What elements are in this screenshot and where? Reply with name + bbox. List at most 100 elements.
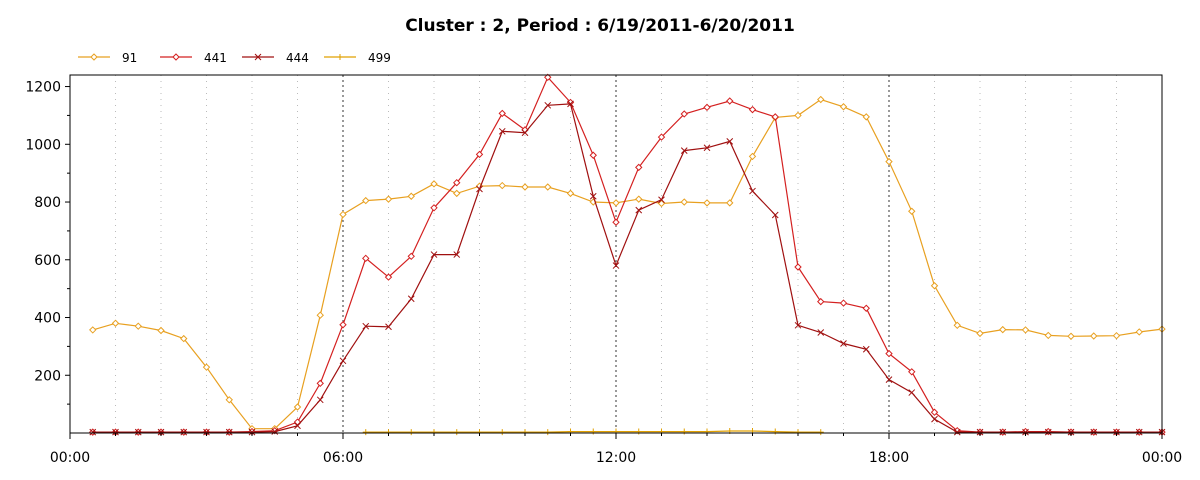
data-point <box>1067 332 1075 340</box>
data-point <box>498 127 506 135</box>
legend-label: 444 <box>286 51 309 65</box>
data-point <box>680 147 688 154</box>
data-point <box>930 408 939 416</box>
data-point <box>499 429 506 436</box>
data-point <box>453 189 461 198</box>
y-tick-label: 400 <box>34 311 61 327</box>
series-line <box>92 76 1162 433</box>
data-point <box>635 206 643 214</box>
data-point <box>362 196 370 205</box>
series-layer <box>89 73 1166 436</box>
data-point <box>839 103 848 111</box>
legend: 91 441 444 499 <box>78 51 391 65</box>
data-point <box>407 252 415 261</box>
data-point <box>703 103 711 112</box>
data-point <box>703 144 711 152</box>
series-444 <box>89 100 1166 436</box>
data-point <box>254 53 262 61</box>
data-point <box>225 396 233 404</box>
data-point <box>430 204 438 212</box>
data-point <box>453 251 461 258</box>
y-tick-label: 800 <box>34 195 61 211</box>
data-point <box>248 428 256 436</box>
data-point <box>89 428 97 436</box>
legend-item: 499 <box>324 51 391 65</box>
data-point <box>840 340 847 347</box>
data-point <box>544 429 551 436</box>
data-point <box>430 251 438 258</box>
data-point <box>180 428 188 436</box>
data-point <box>771 211 779 219</box>
data-point <box>337 54 343 60</box>
data-point <box>612 218 620 226</box>
data-point <box>544 183 552 191</box>
plot-area-frame <box>69 74 1163 434</box>
data-point <box>635 163 643 172</box>
data-point <box>294 422 301 430</box>
data-point <box>203 428 210 436</box>
data-point <box>908 368 916 376</box>
data-point <box>749 187 756 195</box>
legend-label: 499 <box>368 51 391 65</box>
data-point <box>362 254 370 263</box>
data-point <box>817 297 825 306</box>
data-point <box>885 157 893 166</box>
data-point <box>748 105 757 114</box>
data-point <box>590 428 597 435</box>
legend-item: 444 <box>242 51 309 65</box>
legend-item: 91 <box>78 51 137 65</box>
legend-label: 441 <box>204 51 227 65</box>
data-point <box>339 357 347 365</box>
data-point <box>930 282 939 290</box>
data-point <box>999 428 1007 436</box>
series-91 <box>89 95 1166 433</box>
data-point <box>771 113 779 121</box>
data-point <box>1135 328 1143 336</box>
data-point <box>180 334 188 343</box>
data-point <box>521 183 529 191</box>
data-point <box>408 429 415 436</box>
data-point <box>1112 331 1121 340</box>
series-441 <box>89 73 1166 436</box>
y-tick-label: 1200 <box>25 80 61 96</box>
data-point <box>362 322 370 330</box>
x-tick-label: 00:00 <box>1142 450 1182 466</box>
data-point <box>885 376 893 383</box>
data-point <box>885 349 893 358</box>
data-point <box>1135 428 1143 436</box>
data-point <box>271 428 279 435</box>
legend-label: 91 <box>122 51 137 65</box>
data-point <box>817 95 825 104</box>
legend-item: 441 <box>160 51 227 65</box>
data-point <box>1021 326 1030 334</box>
x-tick-label: 06:00 <box>323 450 363 466</box>
data-point <box>635 195 643 203</box>
data-point <box>681 428 688 435</box>
data-point <box>817 429 824 436</box>
data-point <box>339 210 347 219</box>
data-point <box>657 133 666 141</box>
data-point <box>407 295 415 303</box>
data-point <box>453 178 461 187</box>
data-point <box>657 199 666 208</box>
data-point <box>293 403 302 411</box>
data-point <box>794 321 802 329</box>
data-point <box>976 329 984 338</box>
data-point <box>134 428 142 436</box>
data-point <box>89 326 97 334</box>
x-tick-label: 12:00 <box>596 450 636 466</box>
data-point <box>953 428 961 436</box>
data-point <box>202 363 211 371</box>
x-tick-label: 00:00 <box>50 450 90 466</box>
data-point <box>567 100 574 108</box>
data-point <box>498 109 506 118</box>
data-point <box>862 304 870 312</box>
data-point <box>498 181 506 190</box>
data-point <box>544 73 552 82</box>
data-point <box>362 429 369 436</box>
data-point <box>703 199 711 207</box>
data-point <box>1113 428 1120 436</box>
data-point <box>658 196 665 204</box>
data-point <box>172 53 180 61</box>
y-tick-label: 600 <box>34 253 61 269</box>
